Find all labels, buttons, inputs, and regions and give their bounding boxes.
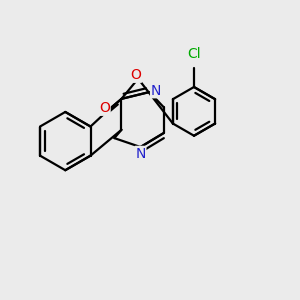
Text: O: O — [130, 68, 141, 82]
Text: N: N — [135, 147, 146, 160]
Text: O: O — [99, 101, 110, 115]
Text: Cl: Cl — [187, 47, 201, 61]
Text: N: N — [151, 84, 161, 98]
